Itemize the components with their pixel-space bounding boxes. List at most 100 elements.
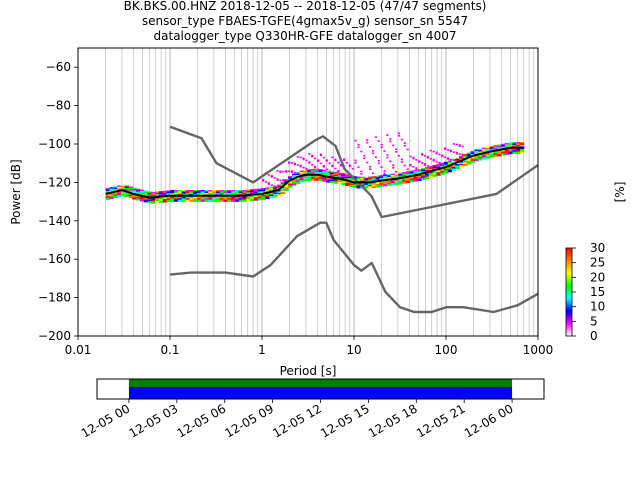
density-cell xyxy=(147,198,152,201)
density-cell xyxy=(375,185,380,188)
availability-tick-label: 12-05 15 xyxy=(318,401,372,440)
density-cell xyxy=(379,177,384,181)
density-cell xyxy=(143,190,149,193)
density-cell xyxy=(375,182,380,185)
density-cell xyxy=(489,151,494,154)
outlier-cell xyxy=(368,165,372,168)
outlier-cell xyxy=(438,153,441,156)
density-cell xyxy=(345,183,350,187)
density-cell xyxy=(455,166,460,170)
density-cell xyxy=(322,171,327,174)
density-cell xyxy=(402,174,407,178)
outlier-cell xyxy=(409,155,412,158)
outlier-cell xyxy=(380,146,383,149)
density-cell xyxy=(223,199,228,202)
density-cell xyxy=(371,179,377,182)
density-cell xyxy=(432,171,437,174)
density-cell xyxy=(284,187,289,190)
density-cell xyxy=(348,179,354,182)
density-cell xyxy=(200,191,206,194)
density-cell xyxy=(440,169,445,172)
density-cell xyxy=(508,147,513,150)
density-cell xyxy=(356,186,361,189)
density-cell xyxy=(303,170,308,174)
density-cell xyxy=(421,173,426,176)
ppsd-lines xyxy=(105,125,538,314)
outlier-cell xyxy=(438,161,441,164)
outlier-cell xyxy=(279,170,282,173)
density-cell xyxy=(421,169,426,172)
outlier-cell xyxy=(441,155,444,158)
density-cell xyxy=(508,151,513,155)
density-cell xyxy=(497,145,502,149)
density-cell xyxy=(215,198,221,201)
density-cell xyxy=(413,179,418,182)
density-cell xyxy=(481,153,487,156)
outlier-cell xyxy=(290,170,294,172)
density-cell xyxy=(272,192,278,195)
density-cell xyxy=(504,148,510,151)
density-cell xyxy=(371,183,377,186)
density-cell xyxy=(272,193,278,196)
density-cell xyxy=(189,191,194,194)
density-cell xyxy=(105,188,111,191)
density-cell xyxy=(333,180,339,183)
outlier-cell xyxy=(432,150,435,153)
density-cell xyxy=(109,190,114,193)
colorbar-gradient xyxy=(565,247,573,337)
density-cell xyxy=(132,190,137,193)
density-cell xyxy=(504,152,510,155)
density-cell xyxy=(261,197,266,200)
outlier-cell xyxy=(392,144,395,147)
density-cell xyxy=(253,198,259,201)
density-cell xyxy=(451,168,456,171)
density-cell xyxy=(356,184,361,188)
density-cell xyxy=(238,190,244,193)
outlier-cell xyxy=(273,186,276,188)
density-cell xyxy=(231,190,236,193)
density-cell xyxy=(212,190,217,193)
density-cell xyxy=(318,175,323,179)
density-cell xyxy=(508,142,513,145)
density-cell xyxy=(417,175,422,179)
outlier-cell xyxy=(412,157,415,160)
density-cell xyxy=(489,154,494,157)
density-cell xyxy=(409,178,415,181)
density-cell xyxy=(398,178,403,181)
density-cell xyxy=(231,192,236,196)
density-cell xyxy=(105,193,111,196)
outlier-cell xyxy=(302,158,305,161)
density-cell xyxy=(238,192,244,196)
density-cell xyxy=(500,146,506,149)
outlier-cell xyxy=(403,144,406,147)
outlier-cell xyxy=(293,163,297,166)
density-cell xyxy=(516,142,521,145)
density-cell xyxy=(208,192,213,196)
density-cell xyxy=(212,191,217,194)
density-cell xyxy=(185,191,190,194)
density-cell xyxy=(136,188,141,191)
density-cell xyxy=(310,175,316,178)
outlier-cell xyxy=(409,164,412,167)
density-cell xyxy=(421,174,426,178)
outlier-cell xyxy=(392,167,395,169)
density-cell xyxy=(329,171,335,174)
outlier-cell xyxy=(299,164,302,167)
outlier-cell xyxy=(314,165,317,168)
density-cell xyxy=(470,151,475,154)
outlier-cell xyxy=(267,182,270,184)
density-cell xyxy=(462,155,468,158)
outlier-cell xyxy=(360,150,363,153)
density-cell xyxy=(189,198,194,201)
outlier-cell xyxy=(406,148,409,151)
density-cell xyxy=(314,177,320,180)
density-cell xyxy=(238,196,244,199)
density-cell xyxy=(295,177,301,180)
density-cell xyxy=(364,184,369,188)
outlier-cell xyxy=(334,159,337,162)
density-cell xyxy=(242,192,247,196)
density-cell xyxy=(459,157,464,160)
density-cell xyxy=(413,178,418,181)
density-cell xyxy=(185,190,190,193)
density-cell xyxy=(508,150,513,153)
